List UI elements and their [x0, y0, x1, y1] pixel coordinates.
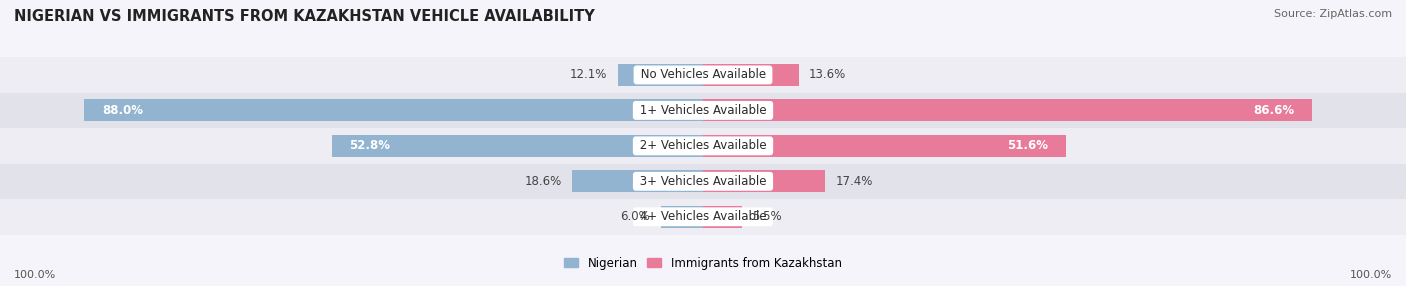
Text: 100.0%: 100.0% [1350, 270, 1392, 280]
Text: 5.5%: 5.5% [752, 210, 782, 223]
Text: 52.8%: 52.8% [350, 139, 391, 152]
Bar [0, 199, 1406, 235]
Text: 12.1%: 12.1% [569, 68, 607, 82]
Bar [332, 135, 703, 157]
Text: 17.4%: 17.4% [835, 175, 873, 188]
Text: 88.0%: 88.0% [101, 104, 143, 117]
Bar [0, 93, 1406, 128]
Bar [0, 128, 1406, 164]
Text: 2+ Vehicles Available: 2+ Vehicles Available [636, 139, 770, 152]
Bar [703, 64, 799, 86]
Bar [0, 57, 1406, 93]
Text: 13.6%: 13.6% [810, 68, 846, 82]
Text: 1+ Vehicles Available: 1+ Vehicles Available [636, 104, 770, 117]
Text: 51.6%: 51.6% [1007, 139, 1049, 152]
Text: 86.6%: 86.6% [1253, 104, 1294, 117]
Text: No Vehicles Available: No Vehicles Available [637, 68, 769, 82]
Bar [703, 206, 742, 228]
Bar [619, 64, 703, 86]
Bar [703, 100, 1312, 121]
Bar [703, 170, 825, 192]
Text: 18.6%: 18.6% [524, 175, 562, 188]
Text: 6.0%: 6.0% [620, 210, 650, 223]
Text: 3+ Vehicles Available: 3+ Vehicles Available [636, 175, 770, 188]
Bar [84, 100, 703, 121]
Legend: Nigerian, Immigrants from Kazakhstan: Nigerian, Immigrants from Kazakhstan [560, 252, 846, 274]
Bar [572, 170, 703, 192]
Text: NIGERIAN VS IMMIGRANTS FROM KAZAKHSTAN VEHICLE AVAILABILITY: NIGERIAN VS IMMIGRANTS FROM KAZAKHSTAN V… [14, 9, 595, 23]
Bar [661, 206, 703, 228]
Text: 100.0%: 100.0% [14, 270, 56, 280]
Text: 4+ Vehicles Available: 4+ Vehicles Available [636, 210, 770, 223]
Text: Source: ZipAtlas.com: Source: ZipAtlas.com [1274, 9, 1392, 19]
Bar [0, 164, 1406, 199]
Bar [703, 135, 1066, 157]
